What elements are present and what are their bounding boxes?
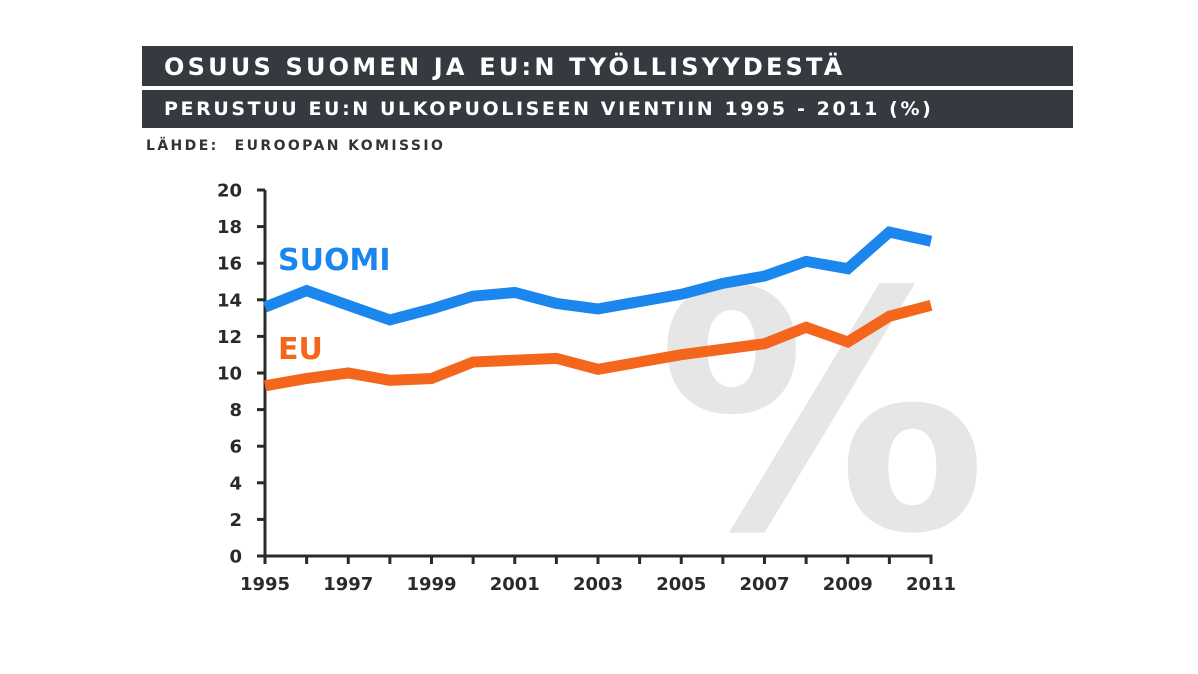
source-line: LÄHDE: EUROOPAN KOMISSIO <box>146 138 445 154</box>
series-lines <box>262 226 933 392</box>
chart-subtitle: PERUSTUU EU:N ULKOPUOLISEEN VIENTIIN 199… <box>164 98 934 120</box>
y-tick-label: 10 <box>217 364 242 385</box>
y-tick-label: 14 <box>217 290 242 311</box>
x-tick-label: 2003 <box>573 574 623 595</box>
y-tick-label: 6 <box>229 437 242 458</box>
source-value: EUROOPAN KOMISSIO <box>234 138 446 154</box>
y-tick-label: 20 <box>217 181 242 202</box>
source-label: LÄHDE: <box>146 138 219 154</box>
x-tick-label: 2005 <box>656 574 706 595</box>
chart-title: OSUUS SUOMEN JA EU:N TYÖLLISYYDESTÄ <box>164 53 846 81</box>
x-axis-ticks: 1995 1997 1999 2001 2003 2005 2007 2009 2011 <box>240 556 956 595</box>
percent-watermark: % <box>657 222 988 606</box>
series-label-suomi: SUOMI <box>278 243 391 278</box>
y-tick-label: 4 <box>229 473 242 494</box>
series-labels: SUOMI EU <box>278 243 391 367</box>
chart-title-bar: OSUUS SUOMEN JA EU:N TYÖLLISYYDESTÄ <box>142 46 1073 86</box>
x-tick-label: 2011 <box>906 574 956 595</box>
y-tick-label: 12 <box>217 327 242 348</box>
x-tick-label: 2001 <box>490 574 540 595</box>
x-tick-label: 1995 <box>240 574 290 595</box>
y-tick-label: 18 <box>217 217 242 238</box>
y-axis-ticks: 0 2 4 6 8 10 12 14 16 18 20 <box>217 181 265 568</box>
y-tick-label: 16 <box>217 254 242 275</box>
x-tick-label: 1999 <box>406 574 456 595</box>
series-label-eu: EU <box>278 332 323 367</box>
x-tick-label: 1997 <box>323 574 373 595</box>
y-tick-label: 0 <box>229 547 242 568</box>
y-tick-label: 2 <box>229 510 242 531</box>
x-tick-label: 2009 <box>823 574 873 595</box>
watermark-layer: % <box>657 222 988 606</box>
y-tick-label: 8 <box>229 400 242 421</box>
chart-subtitle-bar: PERUSTUU EU:N ULKOPUOLISEEN VIENTIIN 199… <box>142 90 1073 128</box>
x-tick-label: 2007 <box>739 574 789 595</box>
